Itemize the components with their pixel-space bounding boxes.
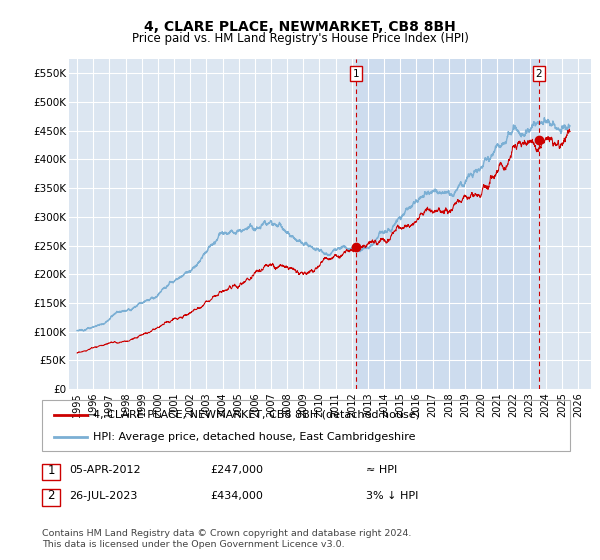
Text: £434,000: £434,000 [210, 491, 263, 501]
Text: 05-APR-2012: 05-APR-2012 [69, 465, 140, 475]
Text: Price paid vs. HM Land Registry's House Price Index (HPI): Price paid vs. HM Land Registry's House … [131, 32, 469, 45]
Text: 2: 2 [535, 69, 542, 78]
Text: Contains HM Land Registry data © Crown copyright and database right 2024.
This d: Contains HM Land Registry data © Crown c… [42, 529, 412, 549]
Text: £247,000: £247,000 [210, 465, 263, 475]
Text: 1: 1 [353, 69, 359, 78]
Text: 3% ↓ HPI: 3% ↓ HPI [366, 491, 418, 501]
Text: 4, CLARE PLACE, NEWMARKET, CB8 8BH (detached house): 4, CLARE PLACE, NEWMARKET, CB8 8BH (deta… [93, 409, 420, 419]
Text: HPI: Average price, detached house, East Cambridgeshire: HPI: Average price, detached house, East… [93, 432, 415, 442]
Text: 4, CLARE PLACE, NEWMARKET, CB8 8BH: 4, CLARE PLACE, NEWMARKET, CB8 8BH [144, 20, 456, 34]
Text: 1: 1 [47, 464, 55, 477]
Text: ≈ HPI: ≈ HPI [366, 465, 397, 475]
Text: 26-JUL-2023: 26-JUL-2023 [69, 491, 137, 501]
Text: 2: 2 [47, 489, 55, 502]
Bar [356, 59, 539, 389]
